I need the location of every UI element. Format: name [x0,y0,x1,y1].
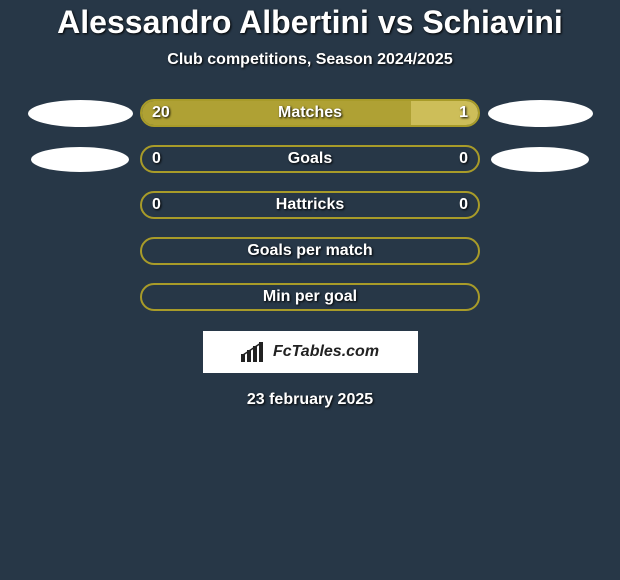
container: Alessandro Albertini vs Schiavini Club c… [0,0,620,409]
stat-right-value: 0 [459,196,468,214]
stat-right-value: 0 [459,150,468,168]
bar-left-segment: 0 [142,147,310,171]
stat-bar: Goals per match [140,237,480,265]
logo-box: FcTables.com [203,331,418,373]
page-subtitle: Club competitions, Season 2024/2025 [167,51,452,69]
left-side [20,100,140,127]
stat-row: 0 0 Hattricks [0,191,620,219]
stat-bar: Min per goal [140,283,480,311]
page-title: Alessandro Albertini vs Schiavini [57,4,563,41]
stat-label: Min per goal [263,288,357,306]
stat-row: 20 1 Matches [0,99,620,127]
stat-bar: 0 0 Hattricks [140,191,480,219]
player-placeholder-right [491,147,589,172]
date-text: 23 february 2025 [247,391,373,409]
right-side [480,100,600,127]
stat-bar: 0 0 Goals [140,145,480,173]
stat-row: Goals per match [0,237,620,265]
bar-right-segment: 1 [411,101,478,125]
stat-bar: 20 1 Matches [140,99,480,127]
stat-label: Goals per match [247,242,372,260]
stat-label: Goals [288,150,332,168]
logo-text: FcTables.com [273,343,379,361]
stat-right-value: 1 [459,104,468,122]
stat-left-value: 0 [152,150,161,168]
stat-row: Min per goal [0,283,620,311]
stat-chart: 20 1 Matches 0 0 Goals 0 0 Hattricks Goals per ma… [0,99,620,311]
left-side [20,147,140,172]
chart-icon [241,342,267,362]
stat-left-value: 20 [152,104,170,122]
stat-label: Hattricks [276,196,344,214]
player-placeholder-right [488,100,593,127]
bar-right-segment: 0 [310,147,478,171]
player-placeholder-left [31,147,129,172]
player-placeholder-left [28,100,133,127]
right-side [480,147,600,172]
bar-left-segment: 20 [142,101,411,125]
stat-left-value: 0 [152,196,161,214]
stat-label: Matches [278,104,342,122]
stat-row: 0 0 Goals [0,145,620,173]
